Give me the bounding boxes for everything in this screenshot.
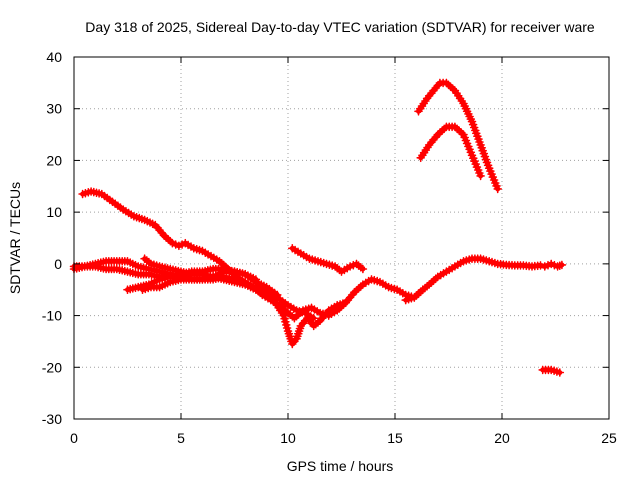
- series-line: [289, 245, 366, 275]
- y-tick-label: -10: [42, 308, 62, 324]
- series-plus-markers: [138, 267, 261, 294]
- x-tick-label: 20: [494, 430, 510, 446]
- y-tick-label: 0: [54, 256, 62, 272]
- y-tick-label: -30: [42, 411, 62, 427]
- x-tick-label: 25: [601, 430, 617, 446]
- x-tick-label: 0: [70, 430, 78, 446]
- series-plus-markers: [140, 254, 207, 279]
- data-series: [69, 78, 567, 377]
- series-track-e: [138, 267, 261, 294]
- y-tick-label: -20: [42, 359, 62, 375]
- series-plus-markers: [414, 78, 502, 194]
- series-plus-markers: [416, 122, 485, 181]
- series-track-g: [288, 244, 368, 276]
- axis-ticks: 0 5 10 15 20 25 -30 -20 -10 0 10 20 30 40: [42, 49, 617, 446]
- series-track-a: [78, 187, 428, 323]
- x-tick-label: 5: [177, 430, 185, 446]
- series-track-i: [414, 78, 502, 194]
- series-plus-markers: [401, 254, 567, 305]
- series-line: [80, 189, 426, 321]
- series-track-k: [538, 365, 565, 377]
- y-tick-label: 40: [46, 49, 62, 65]
- series-track-h: [401, 254, 567, 305]
- y-tick-label: 30: [46, 101, 62, 117]
- y-tick-label: 10: [46, 204, 62, 220]
- grid: [74, 57, 609, 419]
- series-plus-markers: [78, 187, 428, 323]
- series-plus-markers: [538, 365, 565, 377]
- y-tick-label: 20: [46, 152, 62, 168]
- series-track-j: [416, 122, 485, 181]
- series-plus-markers: [288, 244, 368, 276]
- y-axis-label: SDTVAR / TECUs: [7, 182, 23, 294]
- x-tick-label: 15: [387, 430, 403, 446]
- x-axis-label: GPS time / hours: [287, 458, 394, 474]
- plot-frame: [73, 56, 610, 420]
- x-tick-label: 10: [280, 430, 296, 446]
- series-track-f: [140, 254, 207, 279]
- chart-title: Day 318 of 2025, Sidereal Day-to-day VTE…: [85, 19, 595, 35]
